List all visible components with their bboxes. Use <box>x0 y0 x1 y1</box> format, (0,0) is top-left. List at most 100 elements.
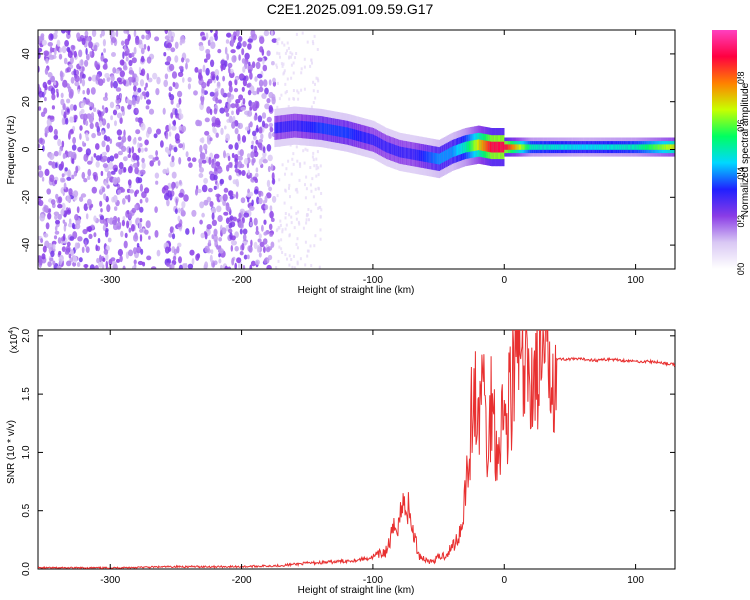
signal-cell <box>404 147 406 159</box>
noise-cell <box>141 34 145 40</box>
noise-cell <box>281 230 284 234</box>
noise-cell <box>134 204 138 210</box>
noise-cell <box>168 131 172 137</box>
noise-cell <box>122 216 126 221</box>
noise-cell <box>241 48 245 56</box>
signal-cell <box>337 125 340 137</box>
signal-cell <box>405 147 408 159</box>
noise-cell <box>283 43 286 47</box>
noise-cell <box>210 249 214 255</box>
noise-cell <box>291 157 294 161</box>
noise-cell <box>103 134 108 141</box>
noise-cell <box>284 189 287 193</box>
noise-cell <box>165 132 169 140</box>
noise-cell <box>70 76 75 84</box>
noise-cell <box>103 193 107 200</box>
noise-cell <box>230 103 236 109</box>
noise-cell <box>296 89 299 93</box>
signal-cell <box>434 153 437 164</box>
signal-cell <box>646 144 648 150</box>
noise-cell <box>101 130 105 136</box>
signal-cell <box>399 146 401 158</box>
noise-cell <box>178 113 184 120</box>
noise-cell <box>288 186 290 190</box>
noise-cell <box>289 51 292 55</box>
noise-cell <box>173 119 176 127</box>
noise-cell <box>88 116 93 124</box>
noise-cell <box>187 83 191 90</box>
noise-cell <box>285 167 288 171</box>
noise-cell <box>145 197 149 203</box>
noise-cell <box>290 221 293 225</box>
noise-cell <box>228 80 233 87</box>
noise-cell <box>249 205 255 211</box>
signal-cell <box>414 149 417 161</box>
noise-cell <box>107 217 111 224</box>
noise-cell <box>143 43 147 50</box>
noise-cell <box>61 45 67 54</box>
noise-cell <box>238 169 242 175</box>
noise-cell <box>58 250 62 256</box>
noise-cell <box>193 90 198 96</box>
noise-cell <box>210 41 216 49</box>
signal-cell <box>667 144 669 150</box>
noise-cell <box>57 203 63 209</box>
noise-cell <box>278 97 281 101</box>
noise-cell <box>139 206 144 213</box>
snr-y-multiplier: (x104) <box>8 327 20 354</box>
noise-cell <box>117 248 123 257</box>
signal-cell <box>353 129 355 140</box>
noise-cell <box>277 239 280 243</box>
noise-cell <box>69 89 74 97</box>
noise-cell <box>237 35 243 43</box>
noise-cell <box>317 187 320 191</box>
signal-cell <box>298 120 300 132</box>
noise-cell <box>311 61 313 65</box>
x-tick-label: -300 <box>100 575 120 586</box>
noise-cell <box>299 164 302 168</box>
noise-cell <box>168 123 172 131</box>
noise-cell <box>231 55 237 63</box>
noise-cell <box>80 59 84 66</box>
noise-cell <box>221 227 227 235</box>
noise-cell <box>135 38 140 45</box>
signal-cell <box>478 139 480 151</box>
noise-cell <box>61 178 66 183</box>
noise-cell <box>117 136 122 141</box>
signal-cell <box>508 144 510 150</box>
noise-cell <box>78 49 83 58</box>
noise-cell <box>147 77 153 83</box>
noise-cell <box>269 232 273 237</box>
noise-cell <box>62 233 66 241</box>
noise-cell <box>85 148 91 156</box>
noise-cell <box>292 61 295 65</box>
noise-cell <box>290 172 293 176</box>
noise-cell <box>227 266 232 269</box>
noise-cell <box>314 82 316 86</box>
signal-cell <box>672 144 674 150</box>
signal-cell <box>277 122 279 134</box>
signal-cell <box>617 144 619 150</box>
noise-cell <box>69 104 75 111</box>
noise-cell <box>249 72 253 80</box>
colorbar-tick-label: 0.0 <box>736 263 746 276</box>
noise-cell <box>302 226 305 230</box>
noise-cell <box>95 155 102 161</box>
noise-cell <box>258 126 263 134</box>
noise-cell <box>112 177 118 185</box>
noise-cell <box>139 199 143 204</box>
noise-cell <box>160 140 164 148</box>
noise-cell <box>237 41 242 49</box>
signal-cell <box>630 144 632 150</box>
noise-cell <box>144 139 149 146</box>
noise-cell <box>69 236 75 241</box>
signal-cell <box>517 144 519 150</box>
signal-cell <box>610 144 613 150</box>
noise-cell <box>237 122 243 130</box>
noise-cell <box>117 217 120 223</box>
noise-cell <box>247 43 252 50</box>
noise-cell <box>151 266 157 269</box>
noise-cell <box>209 137 213 142</box>
noise-cell <box>74 242 78 251</box>
noise-cell <box>50 75 55 83</box>
